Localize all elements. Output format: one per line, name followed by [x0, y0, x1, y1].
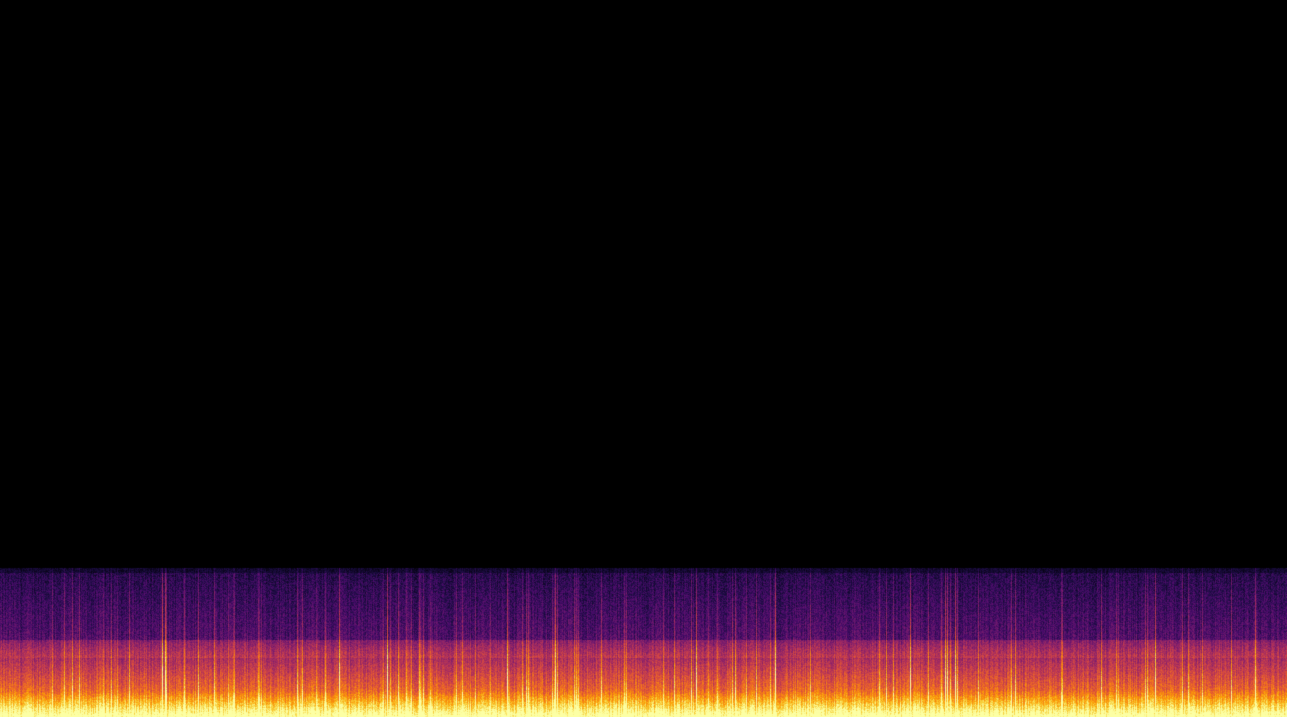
right-margin [1287, 0, 1291, 718]
